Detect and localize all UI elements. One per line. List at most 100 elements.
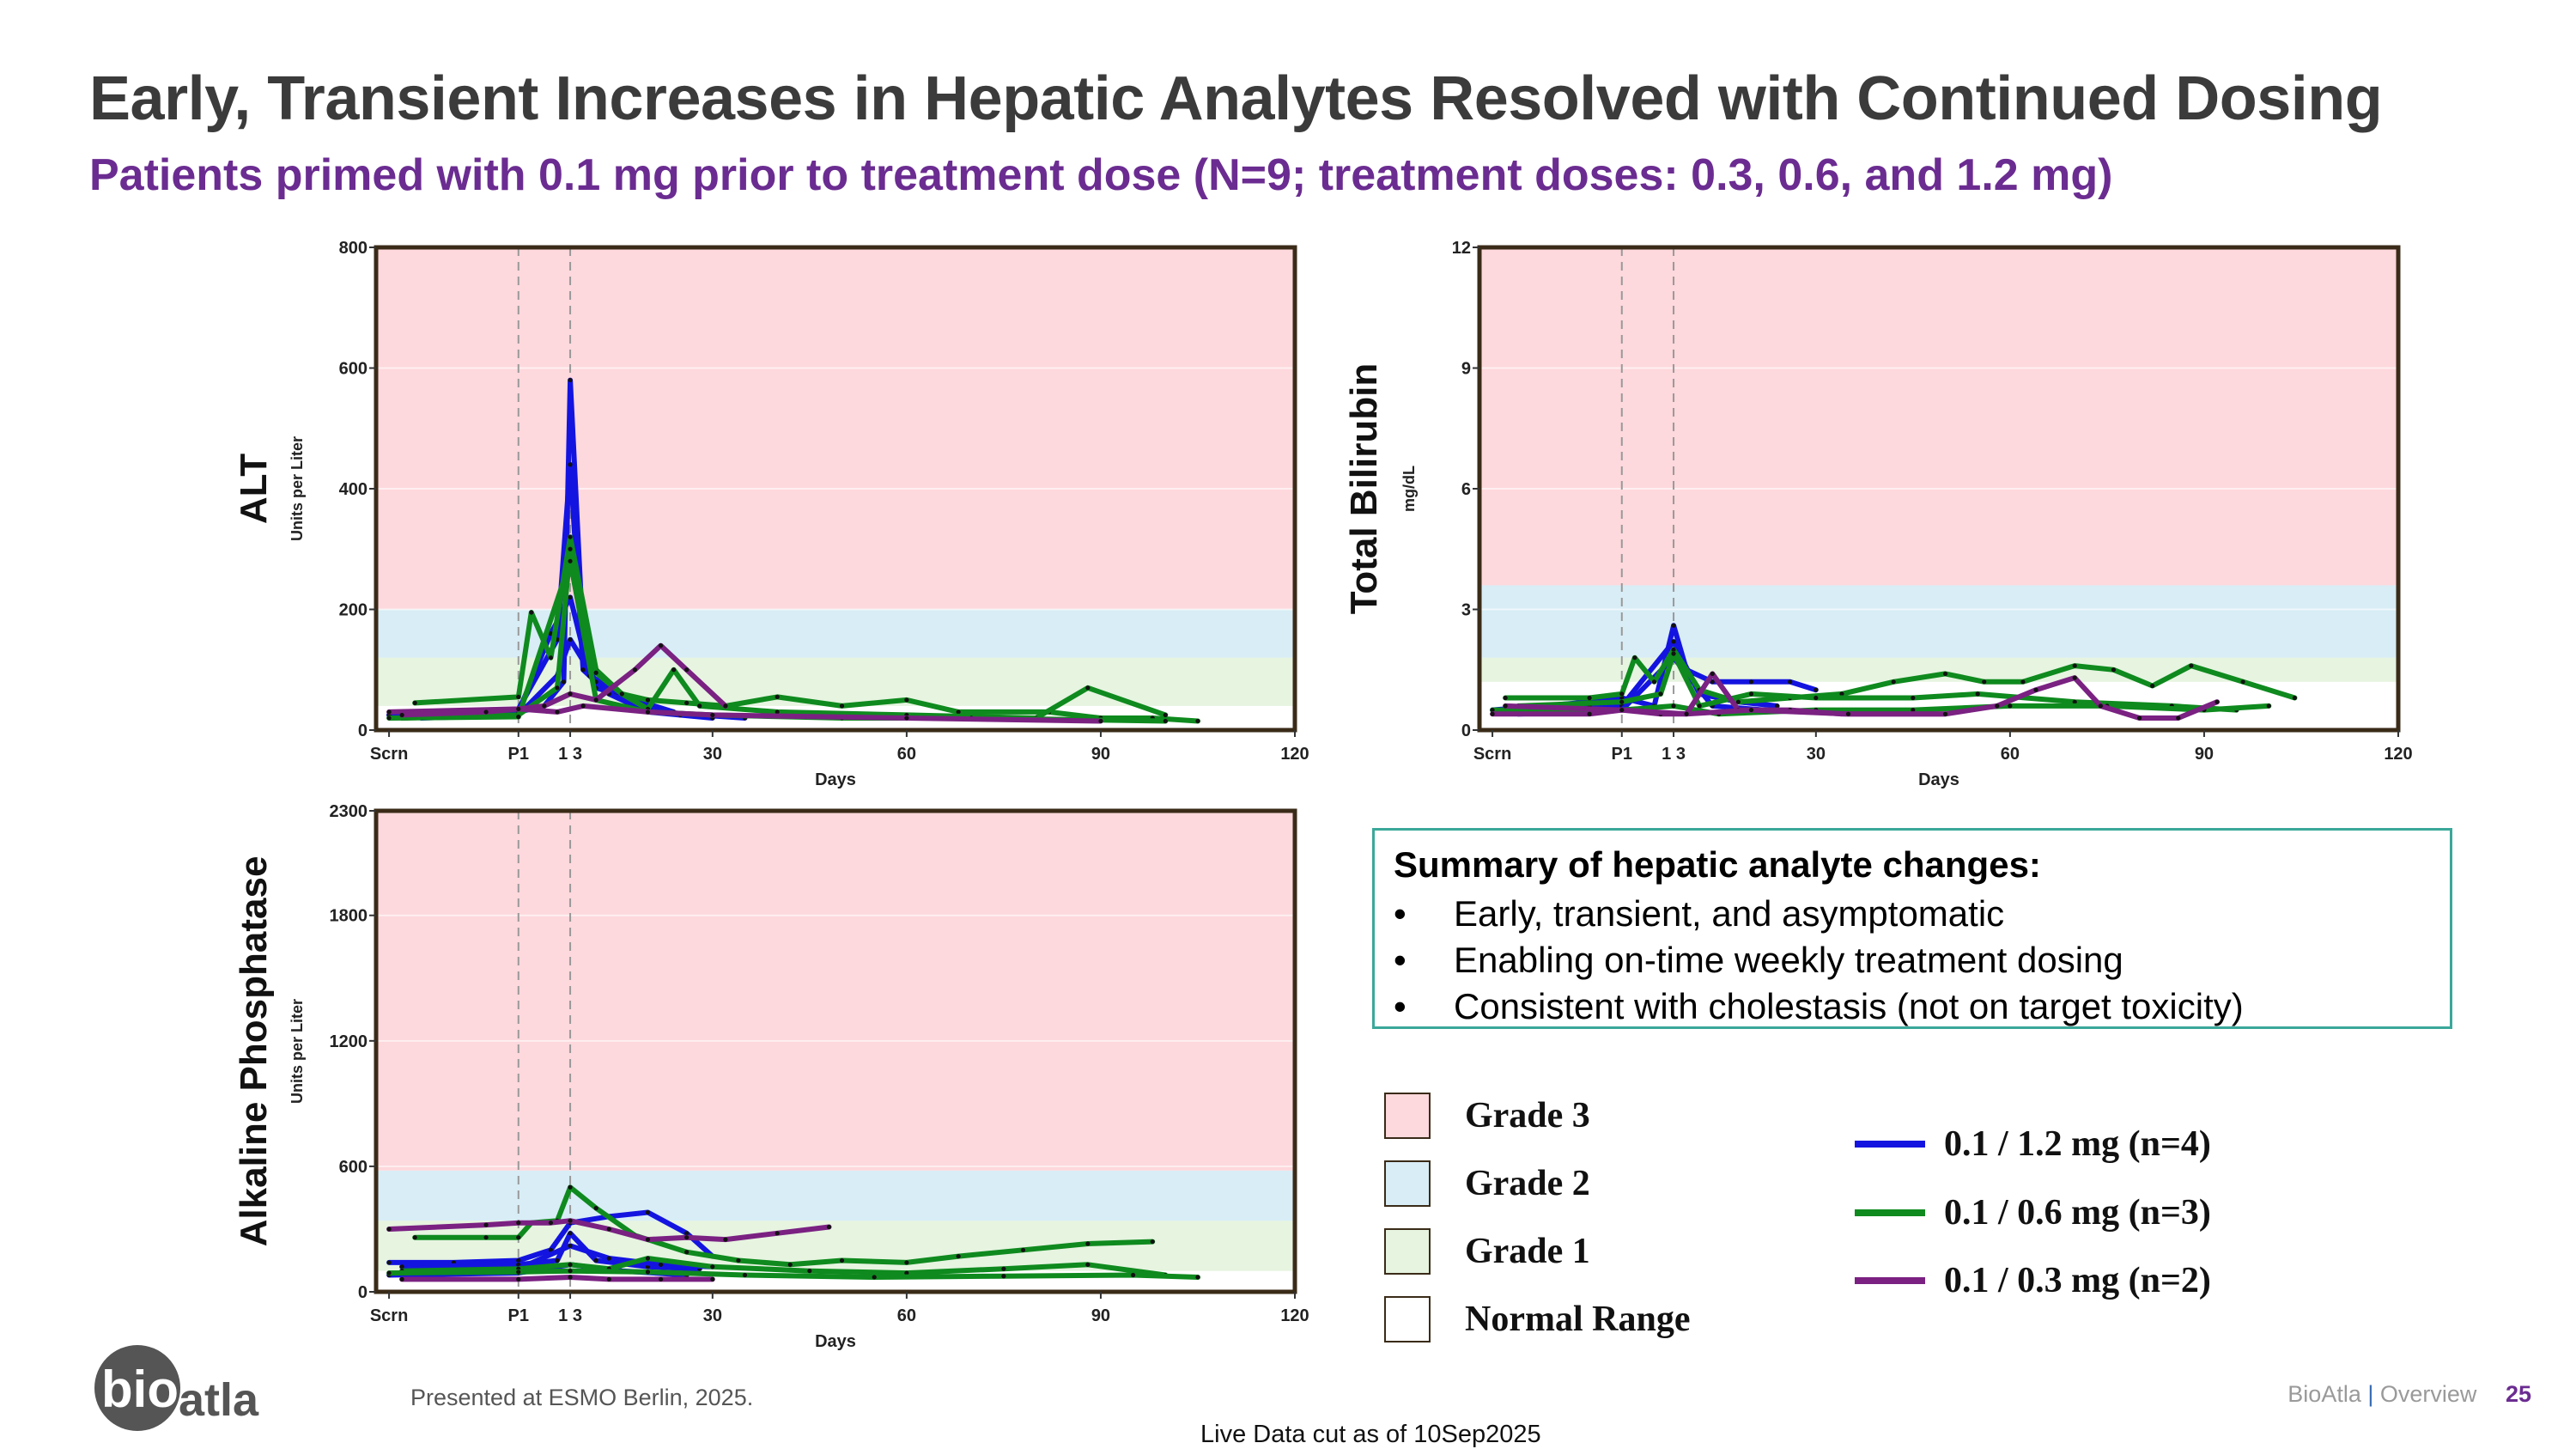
data-point — [548, 1247, 554, 1252]
data-point — [2189, 663, 2194, 668]
data-point — [399, 1264, 404, 1269]
data-point — [1195, 1275, 1200, 1280]
data-point — [1490, 707, 1495, 713]
y-tick-label: 1200 — [330, 1032, 368, 1051]
summary-item-text: Early, transient, and asymptomatic — [1454, 893, 2005, 934]
data-point — [1697, 703, 1702, 709]
summary-item: • Enabling on-time weekly treatment dosin… — [1394, 940, 2123, 980]
data-point — [684, 700, 690, 705]
y-tick-label: 400 — [339, 480, 368, 499]
data-point — [723, 1237, 728, 1242]
data-point — [904, 715, 909, 721]
summary-item-text: Enabling on-time weekly treatment dosing — [1454, 940, 2123, 980]
data-point — [1619, 707, 1625, 713]
x-tick-label: 90 — [1091, 745, 1110, 764]
section-name: Overview — [2379, 1381, 2477, 1407]
legend-label: Grade 2 — [1465, 1164, 1590, 1203]
data-point — [568, 1231, 573, 1236]
summary-item-text: Consistent with cholestasis (not on targ… — [1454, 986, 2244, 1026]
brand-name: BioAtla — [2287, 1381, 2361, 1407]
data-point — [956, 1254, 961, 1259]
data-point — [710, 712, 715, 718]
page-number: 25 — [2505, 1381, 2531, 1407]
x-tick-label: P1 — [508, 1306, 529, 1325]
data-point — [775, 694, 780, 699]
data-point — [2176, 715, 2181, 721]
data-point — [593, 1206, 598, 1211]
normal-range-swatch — [1384, 1296, 1431, 1342]
data-point — [1503, 695, 1508, 701]
data-point — [386, 1270, 392, 1275]
data-point — [1671, 639, 1676, 644]
legend-label: 0.1 / 0.3 mg (n=2) — [1944, 1261, 2211, 1300]
data-point — [483, 709, 489, 715]
alt-chart: 0 200 400 600 800 Scrn P1 1 3 30 60 90 120 Days Units… — [233, 239, 1309, 789]
data-point — [1020, 1247, 1026, 1252]
data-point — [1671, 651, 1676, 656]
data-point — [1671, 647, 1676, 652]
x-tick-label: P1 — [1612, 745, 1632, 764]
data-point — [1671, 623, 1676, 628]
x-axis-label: Days — [815, 770, 856, 789]
series-line-green — [1516, 651, 2239, 713]
data-point — [2215, 699, 2220, 704]
data-point — [2292, 695, 2298, 701]
data-point — [872, 1275, 877, 1280]
data-point — [1942, 671, 1948, 677]
x-tick-label: Scrn — [370, 1306, 408, 1325]
legend-grade-1: Grade 1 — [1384, 1225, 1745, 1278]
data-point — [1942, 711, 1948, 716]
data-point — [555, 1257, 560, 1263]
band-grade-2 — [376, 609, 1295, 658]
y-axis-label: Units per Liter — [289, 999, 306, 1104]
data-point — [904, 1260, 909, 1265]
data-point — [568, 462, 573, 467]
chart-title: Total Bilirubin — [1343, 363, 1385, 615]
data-point — [645, 1209, 651, 1215]
data-point — [1001, 1274, 1006, 1279]
data-point — [904, 1270, 909, 1275]
data-point — [386, 1260, 392, 1265]
series-line-green — [1503, 647, 2298, 705]
data-point — [516, 1235, 521, 1240]
data-point — [1982, 679, 1987, 685]
data-point — [1150, 1239, 1155, 1245]
data-point — [568, 1275, 573, 1280]
summary-heading: Summary of hepatic analyte changes: — [1394, 844, 2041, 885]
data-point — [606, 1227, 611, 1232]
data-point — [2033, 687, 2038, 692]
data-point — [568, 1269, 573, 1274]
data-point — [2098, 703, 2103, 709]
data-point — [826, 1224, 832, 1230]
summary-box: Summary of hepatic analyte changes: • Ear… — [1372, 828, 2452, 1029]
data-point — [568, 558, 573, 563]
data-point — [2111, 667, 2117, 673]
brand-separator: | — [2367, 1381, 2374, 1407]
data-point — [2136, 715, 2142, 721]
data-point — [1619, 691, 1625, 697]
y-tick-label: 2300 — [330, 802, 368, 821]
slide-subtitle: Patients primed with 0.1 mg prior to tre… — [89, 150, 2113, 200]
series-line-green — [1490, 703, 2272, 717]
data-point — [1911, 707, 1916, 713]
series-line-purple — [399, 1275, 715, 1282]
alkaline-phosphatase-chart: 0 600 1200 1800 2300 Scrn P1 1 3 30 60 90 120 Days Un… — [233, 802, 1309, 1351]
data-point — [593, 670, 598, 675]
data-point — [2008, 703, 2013, 709]
x-tick-label: Scrn — [370, 745, 408, 764]
x-tick-label: 30 — [1807, 745, 1826, 764]
data-point — [645, 1256, 651, 1261]
footer-brand: BioAtla | Overview 25 — [2287, 1381, 2531, 1408]
data-point — [606, 1256, 611, 1261]
data-point — [658, 1276, 664, 1282]
data-point — [1845, 711, 1851, 716]
data-point — [1163, 712, 1168, 718]
y-axis-label: Units per Liter — [289, 436, 306, 541]
y-tick-label: 3 — [1461, 601, 1471, 620]
slide-title: Early, Transient Increases in Hepatic An… — [89, 64, 2383, 133]
purple-line-swatch — [1855, 1277, 1925, 1284]
data-point — [516, 1221, 521, 1226]
data-point — [645, 697, 651, 703]
data-point — [1658, 691, 1663, 697]
green-line-swatch — [1855, 1209, 1925, 1216]
